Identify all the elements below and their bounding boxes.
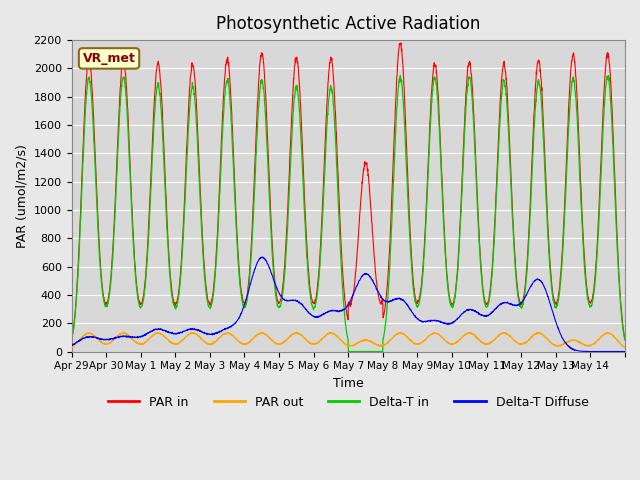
Legend: PAR in, PAR out, Delta-T in, Delta-T Diffuse: PAR in, PAR out, Delta-T in, Delta-T Dif… (103, 391, 593, 414)
Text: VR_met: VR_met (83, 52, 136, 65)
Y-axis label: PAR (umol/m2/s): PAR (umol/m2/s) (15, 144, 28, 248)
X-axis label: Time: Time (333, 377, 364, 390)
Title: Photosynthetic Active Radiation: Photosynthetic Active Radiation (216, 15, 481, 33)
